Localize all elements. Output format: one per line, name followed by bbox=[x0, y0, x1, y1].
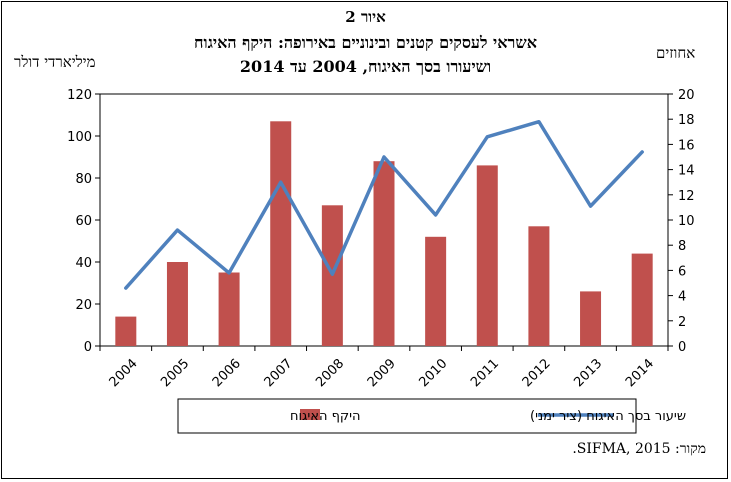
bar bbox=[270, 121, 292, 346]
legend-line-label: שיעור בסך האיגוח (ציר ימני) bbox=[530, 409, 686, 424]
legend-bar-swatch bbox=[300, 409, 320, 420]
bar bbox=[476, 165, 498, 346]
x-tick-label: 2011 bbox=[468, 356, 502, 390]
x-tick-label: 2004 bbox=[107, 356, 141, 390]
right-tick-label: 0 bbox=[678, 340, 686, 355]
right-tick-label: 10 bbox=[678, 214, 695, 229]
x-tick-label: 2006 bbox=[210, 356, 244, 390]
right-tick-label: 2 bbox=[678, 315, 686, 330]
right-tick-label: 12 bbox=[678, 189, 695, 204]
left-tick-label: 0 bbox=[84, 340, 92, 355]
bar bbox=[218, 272, 240, 346]
x-tick-label: 2012 bbox=[520, 356, 554, 390]
chart-title-line-2: ושיעורו בסך האיגוח, 2004 עד 2014 bbox=[239, 57, 492, 76]
right-tick-label: 6 bbox=[678, 264, 686, 279]
right-tick-label: 20 bbox=[678, 88, 695, 103]
left-tick-label: 120 bbox=[67, 88, 92, 103]
left-tick-label: 60 bbox=[75, 214, 92, 229]
x-tick-label: 2009 bbox=[365, 356, 399, 390]
bar bbox=[166, 262, 188, 346]
figure-number: איור 2 bbox=[345, 8, 386, 26]
legend-bar-label: היקף האיגוח bbox=[290, 409, 361, 424]
x-tick-label: 2014 bbox=[623, 356, 657, 390]
right-axis-unit: אחוזים bbox=[656, 44, 696, 62]
right-tick-label: 8 bbox=[678, 239, 686, 254]
bar bbox=[580, 291, 602, 346]
right-tick-label: 4 bbox=[678, 290, 686, 305]
chart-title-line-1: אשראי לעסקים קטנים ובינוניים באירופה: הי… bbox=[194, 33, 537, 52]
x-tick-label: 2008 bbox=[313, 356, 347, 390]
x-tick-label: 2010 bbox=[416, 356, 450, 390]
right-tick-label: 18 bbox=[678, 113, 695, 128]
left-axis-unit: מיליארדי דולר bbox=[14, 53, 96, 71]
left-tick-label: 100 bbox=[67, 130, 92, 145]
left-tick-label: 20 bbox=[75, 298, 92, 313]
bar bbox=[373, 161, 395, 346]
x-tick-label: 2013 bbox=[571, 356, 605, 390]
right-tick-label: 14 bbox=[678, 164, 695, 179]
source-note: מקור: SIFMA, 2015. bbox=[572, 441, 706, 457]
bar bbox=[425, 236, 447, 346]
left-tick-label: 80 bbox=[75, 172, 92, 187]
left-tick-label: 40 bbox=[75, 256, 92, 271]
right-tick-label: 16 bbox=[678, 138, 695, 153]
bar bbox=[631, 253, 653, 346]
bar bbox=[528, 226, 550, 346]
x-tick-label: 2007 bbox=[262, 356, 296, 390]
x-tick-label: 2005 bbox=[158, 356, 192, 390]
bar bbox=[115, 316, 137, 346]
